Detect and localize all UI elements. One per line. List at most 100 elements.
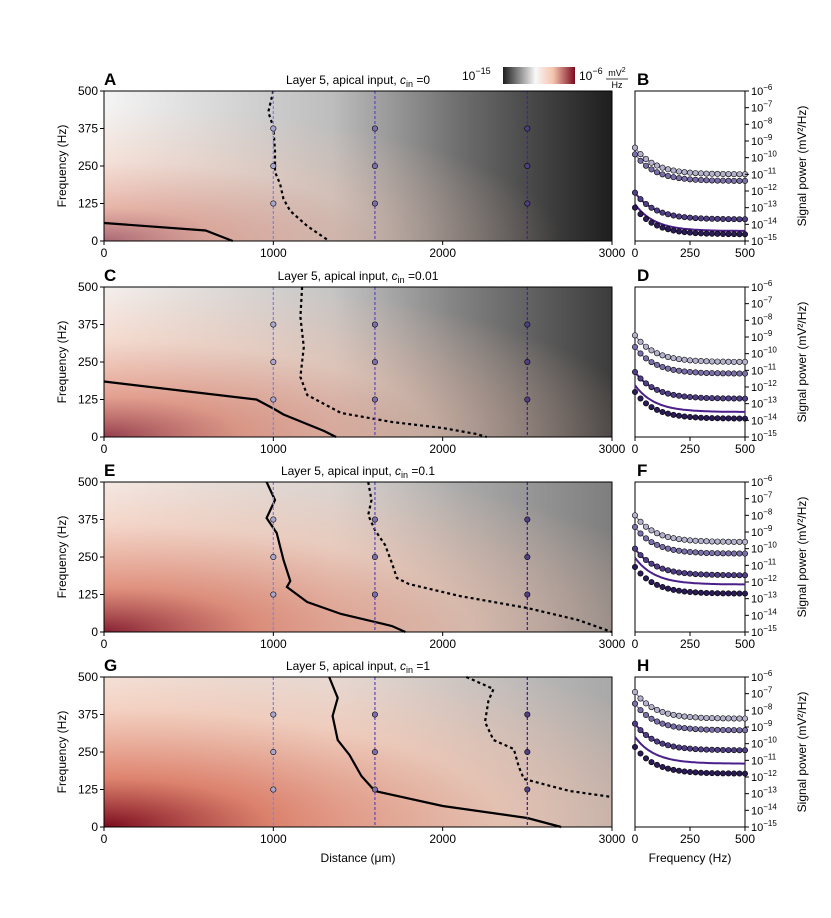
spectrum-point: [708, 715, 715, 722]
spectrum-point: [741, 177, 748, 184]
spectrum-point: [648, 759, 655, 766]
spectrum-point: [703, 714, 710, 721]
spectrum-point: [708, 590, 715, 597]
spectrum-point: [736, 550, 743, 557]
spectrum-point: [725, 770, 732, 777]
spectrum-point: [697, 177, 704, 184]
probe-marker: [524, 125, 531, 132]
heatmap-panel-g: 0 1000 2000 3000 0 125 250 375 500 Frequency (Hz)…: [55, 656, 626, 865]
spectrum-point: [670, 167, 677, 174]
spectrum-point: [697, 746, 704, 753]
spectrum-point: [681, 588, 688, 595]
y-tick-label: 10−7: [751, 686, 773, 701]
y-tick-label: 10−6: [751, 279, 773, 294]
y-tick-label: 125: [78, 197, 98, 211]
y-axis-label: Signal power (mV²/Hz): [795, 497, 809, 618]
y-tick-label: 10−13: [751, 591, 777, 606]
spectrum-point: [670, 227, 677, 234]
spectrum-point: [642, 535, 649, 542]
spectrum-point: [659, 764, 666, 771]
x-tick-label: 500: [735, 442, 755, 456]
probe-marker: [524, 786, 531, 793]
probe-marker: [270, 321, 277, 328]
spectrum-point: [681, 570, 688, 577]
x-tick-label: 0: [101, 832, 108, 846]
y-tick-label: 250: [78, 159, 98, 173]
spectrum-point: [675, 587, 682, 594]
probe-marker: [524, 163, 531, 170]
probe-marker: [524, 321, 531, 328]
spectrum-point: [714, 370, 721, 377]
spectrum-point: [681, 175, 688, 182]
spectrum-point: [659, 364, 666, 371]
y-tick-label: 10−8: [751, 312, 773, 327]
spectrum-point: [648, 715, 655, 722]
spectrum-point: [719, 770, 726, 777]
spectrum-point: [659, 720, 666, 727]
spectrum-point: [675, 712, 682, 719]
spectrum-point: [642, 400, 649, 407]
spectrum-point: [730, 590, 737, 597]
spectrum-point: [637, 338, 644, 345]
probe-marker: [270, 163, 277, 170]
spectrum-point: [653, 207, 660, 214]
colorbar-gradient: [503, 67, 575, 84]
spectrum-point: [653, 581, 660, 588]
y-tick-label: 500: [78, 475, 98, 489]
y-axis-label: Frequency (Hz): [55, 711, 69, 794]
probe-marker: [270, 591, 277, 598]
y-tick-label: 0: [91, 820, 98, 834]
probe-marker: [371, 748, 378, 755]
probe-marker: [524, 516, 531, 523]
x-tick-label: 1000: [260, 832, 287, 846]
spectrum-point: [741, 216, 748, 223]
spectrum-point: [686, 229, 693, 236]
spectrum-point: [730, 370, 737, 377]
spectrum-point: [719, 177, 726, 184]
spectrum-point: [659, 584, 666, 591]
spectrum-point: [653, 386, 660, 393]
spectrum-point: [708, 358, 715, 365]
y-axis-label: Frequency (Hz): [55, 321, 69, 404]
spectrum-point: [730, 216, 737, 223]
spectrum-point: [714, 538, 721, 545]
spectrum-point: [631, 343, 638, 350]
y-tick-label: 10−10: [751, 541, 777, 556]
spectrum-point: [664, 533, 671, 540]
spectrum-point: [637, 695, 644, 702]
spectrum-point: [708, 230, 715, 237]
probe-marker: [524, 591, 531, 598]
spectrum-point: [692, 571, 699, 578]
spectrum-point: [637, 211, 644, 218]
y-tick-label: 375: [78, 318, 98, 332]
spectrum-point: [686, 176, 693, 183]
spectrum-point: [741, 358, 748, 365]
y-tick-label: 10−12: [751, 183, 777, 198]
spectrum-point: [681, 169, 688, 176]
spectrum-point: [675, 744, 682, 751]
spectrum-point: [659, 224, 666, 231]
spectrum-point: [697, 358, 704, 365]
spectrum-point: [659, 352, 666, 359]
probe-marker: [371, 553, 378, 560]
probe-marker: [270, 396, 277, 403]
spectrum-point: [670, 355, 677, 362]
panel-title: Layer 5, apical input, cin =1: [286, 659, 430, 675]
probe-marker: [270, 125, 277, 132]
spectrum-point: [664, 226, 671, 233]
spectrum-point: [741, 590, 748, 597]
y-tick-label: 500: [78, 280, 98, 294]
dashed-contour: [465, 675, 613, 799]
spectrum-point: [741, 550, 748, 557]
y-tick-label: 10−14: [751, 802, 777, 817]
y-tick-label: 125: [78, 783, 98, 797]
spectrum-point: [697, 589, 704, 596]
spectrum-point: [692, 394, 699, 401]
spectrum-point: [670, 535, 677, 542]
spectrum-point: [703, 414, 710, 421]
spectrum-point: [714, 550, 721, 557]
spectrum-point: [697, 170, 704, 177]
spectrum-point: [714, 571, 721, 578]
